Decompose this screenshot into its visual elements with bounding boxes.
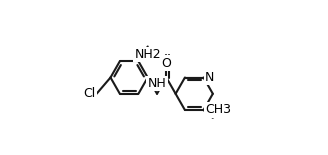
Text: CH3: CH3 xyxy=(205,103,231,116)
Text: N: N xyxy=(205,71,215,84)
Text: NH2: NH2 xyxy=(134,48,161,61)
Text: NH: NH xyxy=(148,77,166,90)
Text: Cl: Cl xyxy=(84,87,96,100)
Text: O: O xyxy=(161,57,171,70)
